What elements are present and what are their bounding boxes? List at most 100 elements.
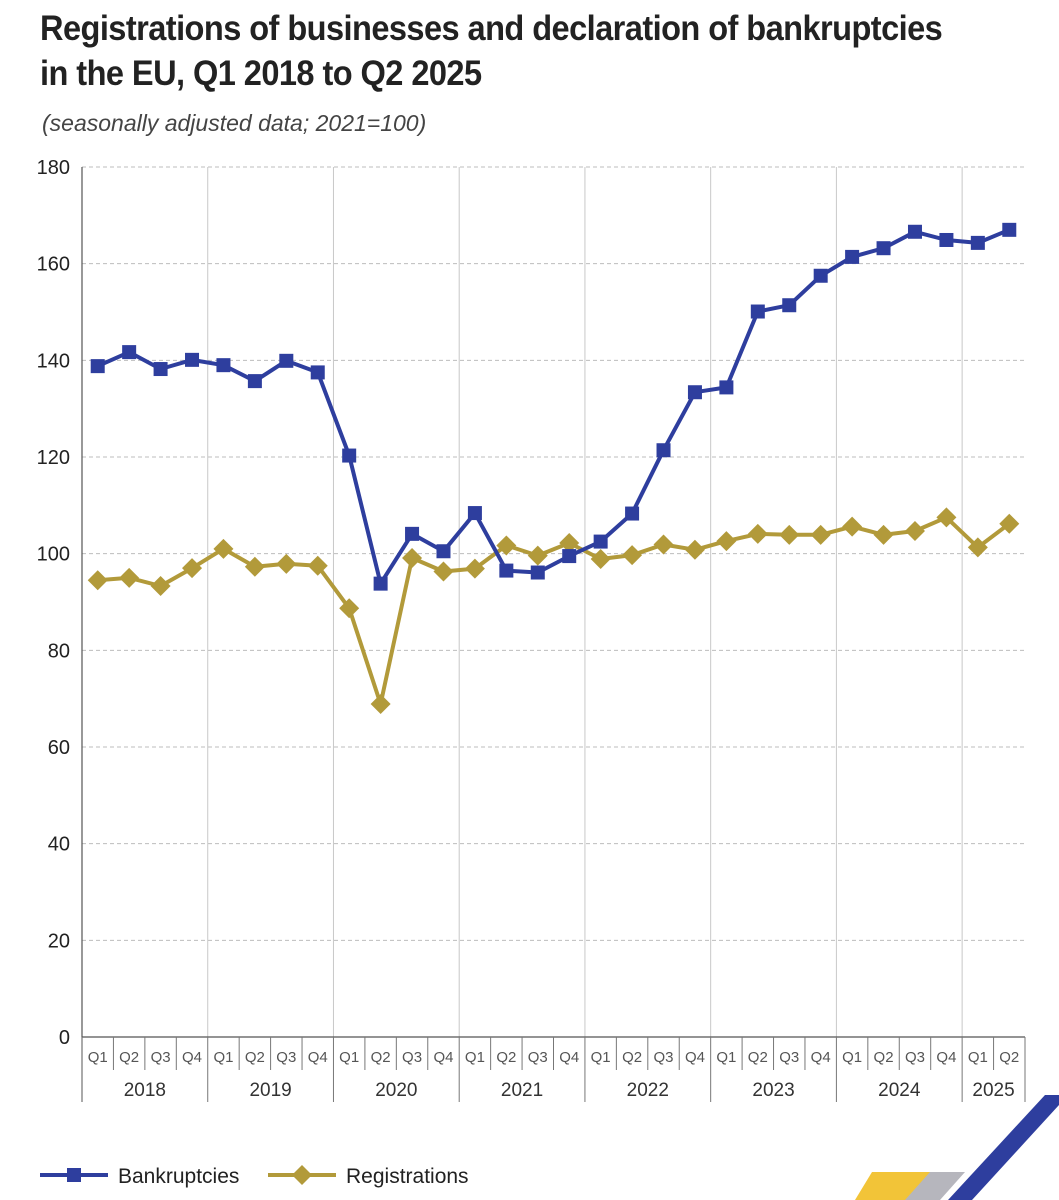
data-point [559,533,580,554]
quarter-tick-label: Q1 [591,1049,611,1066]
gridlines [81,166,1025,1037]
quarter-tick-label: Q2 [119,1049,139,1066]
year-tick-label: 2019 [249,1080,291,1101]
data-point [436,544,451,559]
y-tick-label: 0 [59,1027,70,1049]
data-point [845,249,860,264]
quarter-tick-label: Q4 [936,1049,956,1066]
data-point [402,548,423,569]
data-point [496,535,517,556]
data-point [310,365,325,380]
chart-subtitle: (seasonally adjusted data; 2021=100) [42,110,427,136]
y-tick-label: 60 [48,737,70,759]
data-point [687,385,702,400]
quarter-tick-label: Q4 [433,1049,453,1066]
quarter-tick-label: Q1 [842,1049,862,1066]
data-point [813,268,828,283]
data-point [907,224,922,239]
quarter-tick-label: Q1 [716,1049,736,1066]
legend: Bankruptcies Registrations [40,1165,469,1188]
year-tick-label: 2018 [124,1080,166,1101]
data-point [90,359,105,374]
data-point [292,1165,312,1185]
data-point [213,538,234,559]
data-point [342,448,357,463]
quarter-tick-label: Q4 [685,1049,705,1066]
quarter-tick-label: Q3 [151,1049,171,1066]
data-point [119,567,140,588]
data-point [276,553,297,574]
data-point [936,507,957,528]
data-point [153,362,168,377]
y-tick-label: 160 [37,254,70,276]
logo-blue-shape [948,1095,1059,1200]
legend-item-bankruptcies: Bankruptcies [40,1165,239,1188]
y-tick-label: 120 [37,447,70,469]
legend-item-registrations: Registrations [268,1165,469,1188]
data-point [216,358,231,373]
data-point [719,380,734,395]
year-tick-label: 2021 [501,1080,543,1101]
data-point [684,539,705,560]
year-tick-label: 2023 [752,1080,794,1101]
year-tick-label: 2020 [375,1080,417,1101]
data-point [747,523,768,544]
quarter-tick-label: Q4 [182,1049,202,1066]
year-tick-label: 2024 [878,1080,921,1101]
data-point [370,693,391,714]
data-point [464,558,485,579]
data-point [339,598,360,619]
quarter-tick-label: Q1 [88,1049,108,1066]
data-point [904,520,925,541]
brand-logo [855,1095,1059,1200]
data-point [625,506,640,521]
data-point [622,545,643,566]
data-point [656,443,671,458]
series [87,222,1020,714]
y-tick-label: 180 [37,157,70,179]
data-point [279,353,294,368]
data-point [405,526,420,541]
y-tick-label: 140 [37,350,70,372]
data-point [873,524,894,545]
data-point [373,576,388,591]
data-point [967,537,988,558]
data-point [530,565,545,580]
quarter-tick-label: Q3 [654,1049,674,1066]
quarter-tick-label: Q3 [276,1049,296,1066]
data-point [182,558,203,579]
quarter-tick-label: Q3 [779,1049,799,1066]
quarter-tick-label: Q1 [339,1049,359,1066]
data-point [716,531,737,552]
quarter-tick-label: Q4 [811,1049,831,1066]
data-point [970,235,985,250]
y-tick-label: 80 [48,640,70,662]
quarter-tick-label: Q2 [999,1049,1019,1066]
data-point [244,556,265,577]
data-point [653,534,674,555]
data-point [527,545,548,566]
quarter-tick-label: Q2 [622,1049,642,1066]
data-point [307,555,328,576]
quarter-tick-label: Q3 [905,1049,925,1066]
data-point [810,524,831,545]
series-line [97,515,1011,706]
y-tick-label: 40 [48,834,70,856]
legend-label: Bankruptcies [118,1165,239,1188]
data-point [67,1168,81,1182]
y-tick-label: 100 [37,544,70,566]
quarter-tick-label: Q2 [874,1049,894,1066]
quarter-tick-label: Q2 [371,1049,391,1066]
legend-label: Registrations [346,1165,469,1188]
data-point [590,548,611,569]
quarter-tick-label: Q2 [245,1049,265,1066]
data-point [433,561,454,582]
quarter-tick-label: Q1 [465,1049,485,1066]
data-point [779,524,800,545]
x-axis: Q1 Q2 Q3 Q4 Q1 Q2 Q3 Q4 Q1 Q2 Q3 Q4 Q1 Q2 Q3 Q4 Q1 Q2 Q3 Q4… [81,167,1026,1102]
chart-title: Registrations of businesses and declarat… [40,9,943,93]
data-point [999,513,1020,534]
year-tick-label: 2022 [627,1080,669,1101]
data-point [939,232,954,247]
